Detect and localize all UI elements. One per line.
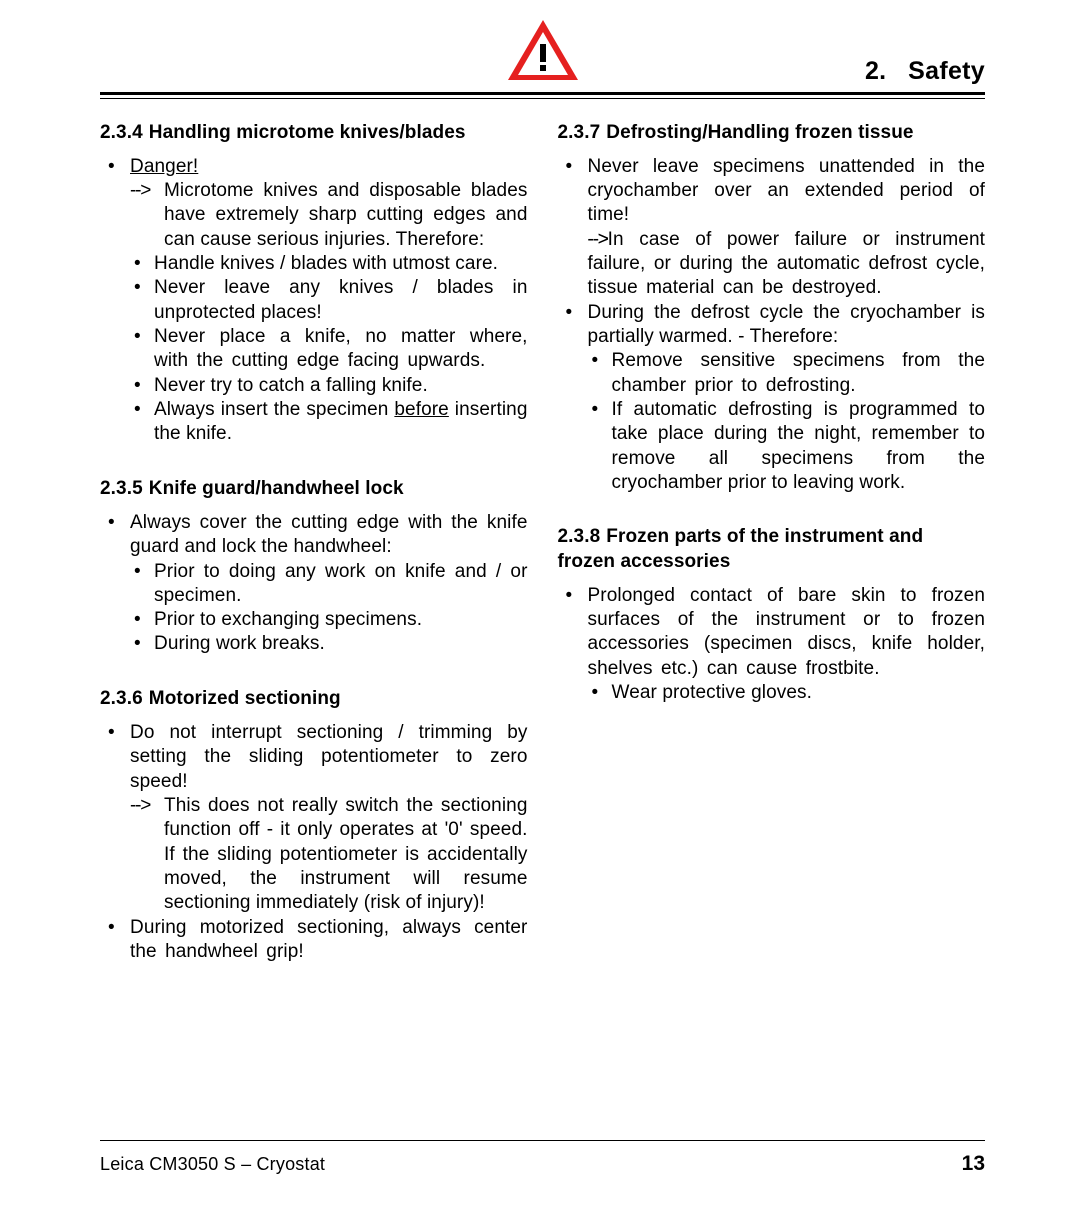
sub-list: Handle knives / blades with utmost care.…	[130, 252, 528, 447]
section-title: Frozen parts of the instrument and froze…	[558, 526, 924, 571]
section-title: Knife guard/handwheel lock	[149, 478, 404, 499]
text: Always cover the cutting edge with the k…	[130, 512, 528, 557]
footer-text: Leica CM3050 S – Cryostat	[100, 1154, 325, 1175]
list-item: Danger! Microtome knives and disposable …	[100, 155, 528, 447]
section-238-list: Prolonged contact of bare skin to frozen…	[558, 584, 986, 706]
list-item: Wear protective gloves.	[588, 681, 986, 705]
arrow-text: Microtome knives and disposable blades h…	[130, 179, 528, 252]
list-item: If automatic defrosting is programmed to…	[588, 398, 986, 495]
list-item: Remove sensitive specimens from the cham…	[588, 349, 986, 398]
sub-list: Prior to doing any work on knife and / o…	[130, 560, 528, 657]
text-underline: before	[394, 399, 448, 420]
sub-list: Remove sensitive specimens from the cham…	[588, 349, 986, 495]
list-item: During motorized sectioning, always cent…	[100, 916, 528, 965]
text: Never leave specimens unattended in the …	[588, 156, 986, 226]
danger-label: Danger!	[130, 156, 198, 177]
header-rule-thin	[100, 98, 985, 99]
text: During the defrost cycle the cryochamber…	[588, 302, 986, 347]
header-rule-thick	[100, 92, 985, 95]
section-num: 2.3.6	[100, 688, 143, 709]
content-columns: 2.3.4 Handling microtome knives/blades Da…	[100, 121, 985, 995]
page-header: 2. Safety	[100, 22, 985, 92]
list-item: Never leave any knives / blades in unpro…	[130, 276, 528, 325]
sub-list: Wear protective gloves.	[588, 681, 986, 705]
left-column: 2.3.4 Handling microtome knives/blades Da…	[100, 121, 528, 995]
section-237-heading: 2.3.7Defrosting/Handling frozen tissue	[558, 121, 986, 145]
list-item: During work breaks.	[130, 632, 528, 656]
list-item: Always cover the cutting edge with the k…	[100, 511, 528, 657]
text: Do not interrupt sectioning / trimming b…	[130, 722, 528, 792]
section-234-list: Danger! Microtome knives and disposable …	[100, 155, 528, 447]
section-title: Motorized sectioning	[149, 688, 341, 709]
list-item: Never place a knife, no matter where, wi…	[130, 325, 528, 374]
list-item: During the defrost cycle the cryochamber…	[558, 301, 986, 496]
section-title: Handling microtome knives/blades	[149, 122, 466, 143]
section-num: 2.3.4	[100, 122, 143, 143]
section-238-heading: 2.3.8Frozen parts of the instrument and …	[558, 525, 986, 574]
text: In case of power failure or instrument f…	[588, 229, 986, 299]
chapter-name: Safety	[908, 57, 985, 85]
arrow-text: This does not really switch the sectioni…	[130, 794, 528, 916]
text: Prolonged contact of bare skin to frozen…	[588, 585, 986, 679]
list-item: Never try to catch a falling knife.	[130, 374, 528, 398]
footer-rule	[100, 1140, 985, 1141]
list-item: Prior to exchanging specimens.	[130, 608, 528, 632]
section-num: 2.3.8	[558, 526, 601, 547]
page-number: 13	[962, 1152, 985, 1176]
chapter-number: 2.	[865, 57, 886, 85]
section-234-heading: 2.3.4 Handling microtome knives/blades	[100, 121, 528, 145]
section-235-heading: 2.3.5 Knife guard/handwheel lock	[100, 477, 528, 501]
section-235-list: Always cover the cutting edge with the k…	[100, 511, 528, 657]
list-item: Handle knives / blades with utmost care.	[130, 252, 528, 276]
section-237-list: Never leave specimens unattended in the …	[558, 155, 986, 495]
text: Always insert the specimen	[154, 399, 394, 420]
page-footer: Leica CM3050 S – Cryostat 13	[100, 1152, 985, 1176]
list-item: Never leave specimens unattended in the …	[558, 155, 986, 301]
chapter-title: 2. Safety	[865, 57, 985, 86]
section-236-list: Do not interrupt sectioning / trimming b…	[100, 721, 528, 964]
list-item: Do not interrupt sectioning / trimming b…	[100, 721, 528, 916]
section-title: Defrosting/Handling frozen tissue	[606, 122, 913, 143]
list-item: Always insert the specimen before insert…	[130, 398, 528, 447]
section-num: 2.3.5	[100, 478, 143, 499]
list-item: Prolonged contact of bare skin to frozen…	[558, 584, 986, 706]
section-num: 2.3.7	[558, 122, 601, 143]
list-item: Prior to doing any work on knife and / o…	[130, 560, 528, 609]
arrow-text: -->In case of power failure or instrumen…	[588, 228, 986, 301]
section-236-heading: 2.3.6 Motorized sectioning	[100, 687, 528, 711]
warning-icon	[506, 18, 580, 82]
right-column: 2.3.7Defrosting/Handling frozen tissue N…	[558, 121, 986, 995]
